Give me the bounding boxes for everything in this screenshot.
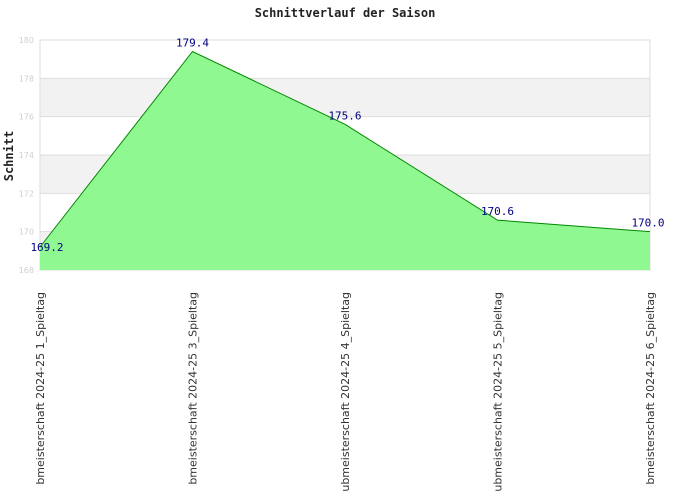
data-label: 170.0 xyxy=(631,217,664,230)
series-line xyxy=(39,50,651,248)
y-tick-label: 172 xyxy=(19,189,34,198)
area-fill xyxy=(40,51,650,270)
data-label: 170.6 xyxy=(481,205,514,218)
data-label: 179.4 xyxy=(176,37,209,50)
y-tick-label: 170 xyxy=(19,228,34,237)
y-tick-label: 174 xyxy=(19,151,34,160)
y-tick-label: 168 xyxy=(19,266,34,275)
y-tick-label: 178 xyxy=(19,74,34,83)
plot-band xyxy=(40,40,650,79)
x-tick-label: ubmeisterschaft 2024-25 4_Spieltag xyxy=(339,292,352,492)
plot-background xyxy=(40,40,650,270)
x-axis-ticks: bmeisterschaft 2024-25 1_Spieltag bmeiste… xyxy=(34,292,657,492)
y-tick-label: 180 xyxy=(19,36,34,45)
y-tick-label: 176 xyxy=(19,113,34,122)
y-axis-ticks: 168 170 172 174 176 178 180 xyxy=(19,36,34,275)
chart-title: Schnittverlauf der Saison xyxy=(255,6,436,20)
data-label: 169.2 xyxy=(30,241,63,254)
series-area xyxy=(39,50,651,270)
plot-band xyxy=(40,78,650,117)
data-label: 175.6 xyxy=(328,109,361,122)
y-axis-label: Schnitt xyxy=(2,131,16,182)
data-labels: 169.2 179.4 175.6 170.6 170.0 xyxy=(30,37,664,255)
x-tick-label: bmeisterschaft 2024-25 1_Spieltag xyxy=(34,292,47,485)
x-tick-label: bmeisterschaft 2024-25 3_Spieltag xyxy=(187,292,200,485)
x-tick-label: bmeisterschaft 2024-25 6_Spieltag xyxy=(644,292,657,485)
x-tick-label: ubmeisterschaft 2024-25 5_Spieltag xyxy=(492,292,505,492)
